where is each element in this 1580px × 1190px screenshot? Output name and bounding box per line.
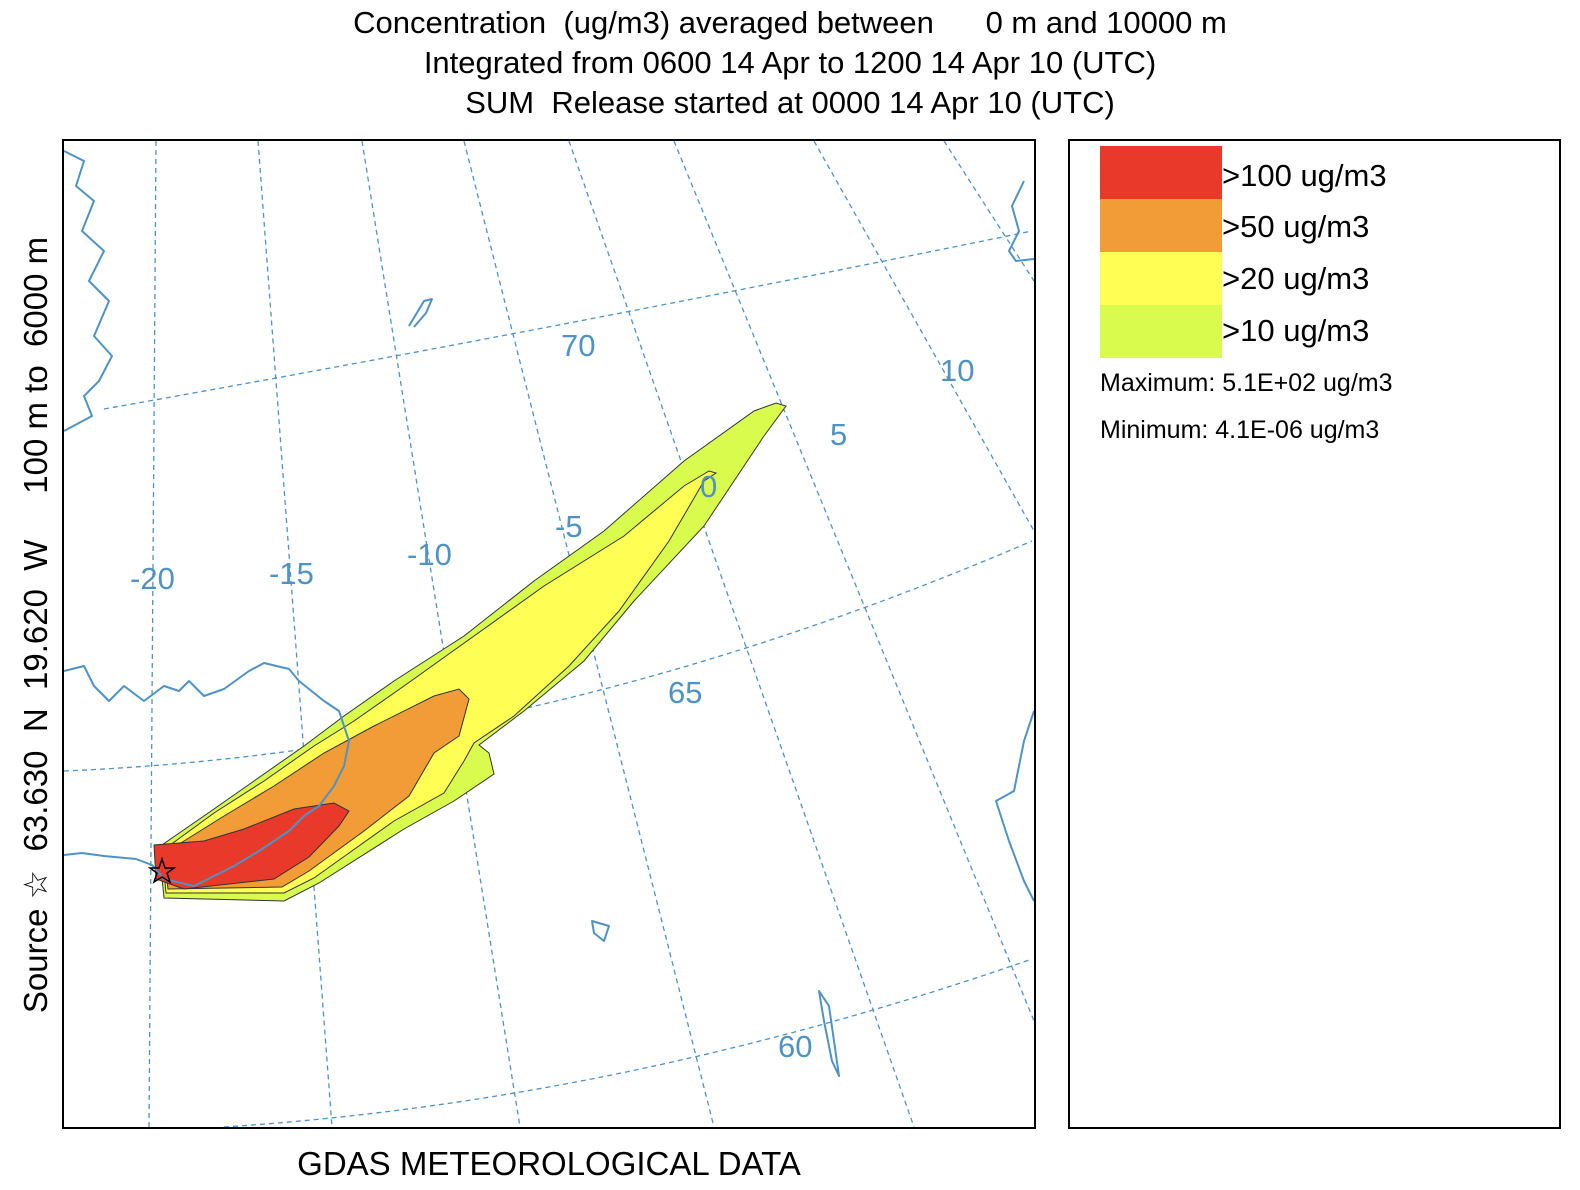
- longitude-label-m15: -15: [269, 556, 314, 591]
- longitude-line-10: [813, 141, 1034, 532]
- title-line-1: Concentration (ug/m3) averaged between 0…: [353, 5, 1227, 40]
- coastline-norway-north: [1008, 180, 1034, 262]
- coastline-greenland: [64, 150, 113, 432]
- footer-data-source: GDAS METEOROLOGICAL DATA: [297, 1145, 801, 1182]
- legend-label-20: >20 ug/m3: [1222, 261, 1370, 296]
- longitude-label-m5: -5: [555, 509, 583, 544]
- longitude-line-5: [673, 141, 1034, 1022]
- latitude-label-65: 65: [668, 675, 702, 710]
- coastline-faroe: [591, 920, 610, 942]
- legend-label-100: >100 ug/m3: [1222, 158, 1387, 193]
- legend-maximum: Maximum: 5.1E+02 ug/m3: [1100, 369, 1393, 397]
- latitude-line-65: [64, 540, 1033, 772]
- latitude-line-60: [223, 958, 1033, 1127]
- longitude-line-15: [943, 141, 1034, 282]
- longitude-label-5: 5: [830, 417, 847, 452]
- longitude-line-m10: [361, 141, 521, 1127]
- legend-swatch-10: [1100, 305, 1222, 358]
- coastline-shetland: [818, 990, 840, 1077]
- plume-100-contour: [153, 802, 350, 890]
- longitude-label-10: 10: [940, 353, 974, 388]
- legend-panel: >100 ug/m3 >50 ug/m3 >20 ug/m3 >10 ug/m3…: [1068, 139, 1561, 1129]
- legend-minimum: Minimum: 4.1E-06 ug/m3: [1100, 416, 1380, 444]
- longitude-label-m20: -20: [130, 561, 175, 596]
- latitude-label-60: 60: [778, 1029, 812, 1064]
- map-canvas: 70 65 60 -20 -15 -10 -5 0 5 10: [64, 141, 1034, 1127]
- legend-swatch-20: [1100, 252, 1222, 305]
- longitude-line-m20: [148, 141, 157, 1127]
- latitude-lines: [64, 230, 1033, 1127]
- coastline-norway-south: [995, 710, 1034, 902]
- legend-swatch-50: [1100, 199, 1222, 252]
- legend-swatch-100: [1100, 146, 1222, 199]
- latitude-line-70: [103, 230, 1033, 410]
- latitude-label-70: 70: [561, 328, 595, 363]
- longitude-line-m15: [257, 141, 333, 1127]
- star-icon: [147, 856, 177, 884]
- longitude-line-0: [568, 141, 915, 1127]
- longitude-label-0: 0: [700, 469, 717, 504]
- title-line-2: Integrated from 0600 14 Apr to 1200 14 A…: [423, 45, 1157, 80]
- coastline-jan-mayen: [408, 298, 433, 328]
- legend-label-10: >10 ug/m3: [1222, 313, 1370, 348]
- legend-label-50: >50 ug/m3: [1222, 209, 1370, 244]
- title-line-3: SUM Release started at 0000 14 Apr 10 (U…: [465, 85, 1115, 120]
- map-panel: 70 65 60 -20 -15 -10 -5 0 5 10: [62, 139, 1036, 1129]
- longitude-lines: [148, 141, 1034, 1127]
- source-info-label: Source ☆ 63.630 N 19.620 W 100 m to 6000…: [17, 236, 54, 1014]
- longitude-label-m10: -10: [407, 537, 452, 572]
